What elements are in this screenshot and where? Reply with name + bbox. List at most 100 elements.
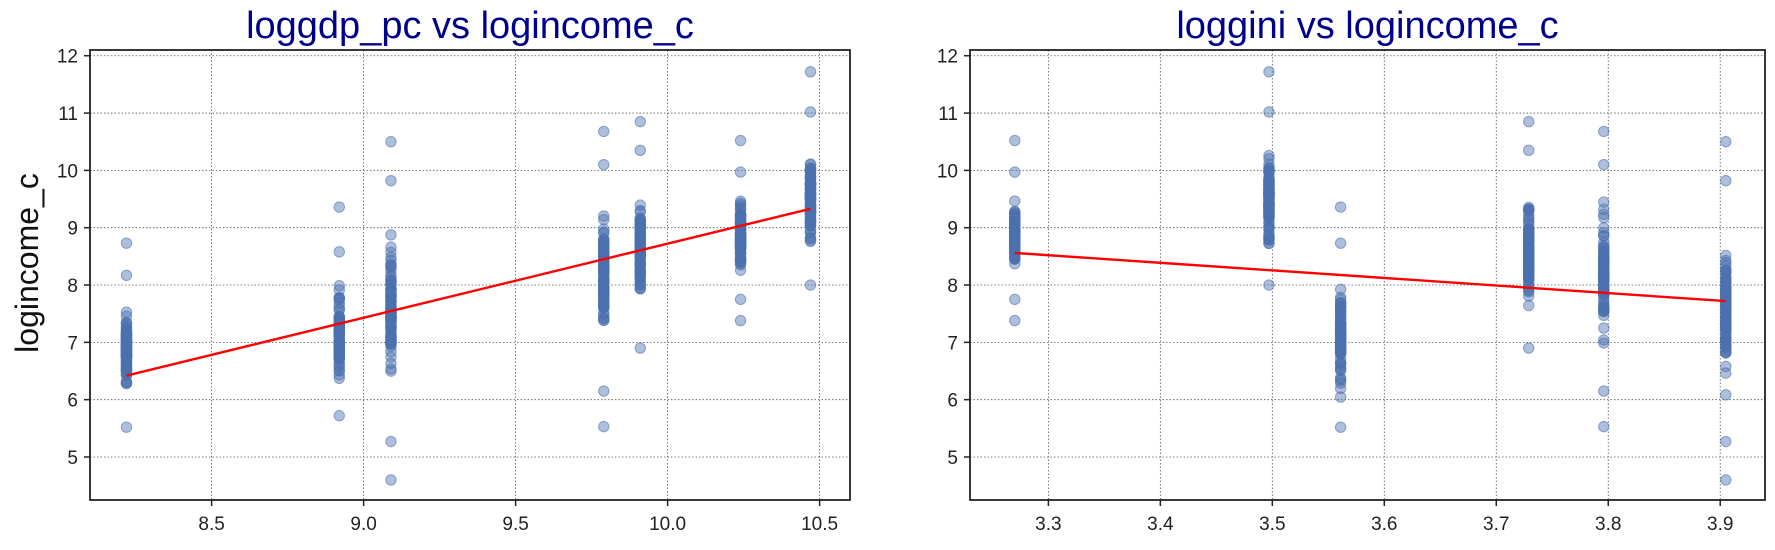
y-tick-label: 12 [57,47,78,68]
data-point [333,246,345,258]
data-point [634,342,646,354]
data-point [1009,216,1021,229]
data-point [385,254,397,267]
data-point [1523,268,1535,280]
data-point [734,314,747,327]
data-point [1598,196,1610,208]
data-point [120,352,133,364]
data-point [385,175,397,187]
x-tick-label: 9.0 [350,514,376,535]
y-tick-label: 11 [938,104,958,125]
data-point [1334,421,1347,433]
data-point [1009,293,1021,306]
data-point [1263,208,1275,221]
data-point [1720,367,1732,379]
data-point [120,330,133,342]
data-point [734,257,747,270]
chart-panel-1: 8.5 9.0 9.5 10.0 10.5 5 6 7 8 9 10 11 12 loggdp_pc vs… [9,5,851,535]
data-point [634,144,646,157]
data-point [598,385,610,397]
plot-frame [969,49,1766,501]
data-point [120,310,133,322]
data-point [1523,214,1535,226]
data-point [598,226,610,238]
data-point [333,292,345,304]
data-point [804,232,817,244]
data-point [1598,322,1610,334]
x-tick-label: 9.5 [502,514,528,535]
data-point [734,236,747,249]
data-point [1263,221,1275,233]
data-point [1334,283,1347,296]
data-point [1009,195,1021,207]
data-point [1523,218,1535,231]
data-point [804,196,817,209]
data-point [385,136,397,148]
data-point [598,125,610,138]
data-point [385,435,397,448]
data-point [1720,474,1732,486]
x-tick-label: 3.8 [1595,514,1621,535]
y-tick-label: 9 [67,219,78,240]
x-tick-label: 3.7 [1483,514,1509,535]
data-point [1598,125,1610,138]
data-point [333,372,345,385]
data-point [1720,290,1732,303]
data-point [1720,316,1732,328]
data-point [1523,234,1535,247]
data-point [634,115,646,128]
chart-panel-2: 3.3 3.4 3.5 3.6 3.7 3.8 3.9 5 6 7 8 9 10 11 12 loggini … [937,5,1766,535]
data-point [804,192,817,204]
data-point [1523,264,1535,277]
data-point [804,186,817,198]
data-point [1720,389,1732,401]
data-point [1720,136,1732,148]
data-point [1263,106,1275,118]
data-point [333,339,345,351]
data-point [804,106,817,118]
data-point [598,223,610,235]
data-point [1598,337,1610,349]
data-point [385,351,397,363]
data-point [598,267,610,279]
data-point [1009,166,1021,178]
data-point [1263,149,1275,162]
x-tick-label: 10.0 [649,514,686,535]
data-point [1334,319,1347,331]
data-point [385,290,397,303]
data-point [1720,322,1732,335]
data-point [333,361,345,373]
data-point [1263,193,1275,205]
data-point [385,474,397,486]
data-point [1523,226,1535,239]
data-point [804,178,817,190]
data-point [1720,435,1732,448]
data-point [385,241,397,253]
data-point [1598,305,1610,317]
chart-title: loggini vs logincome_c [1176,5,1558,47]
x-tick-label: 3.9 [1707,514,1733,535]
data-point [120,347,133,360]
data-point [804,217,817,230]
data-point [1523,209,1535,222]
x-tick-label: 3.4 [1147,514,1174,535]
y-tick-label: 8 [947,276,958,297]
data-point [1523,115,1535,128]
y-axis-label: logincome_c [9,173,45,353]
data-point [1263,279,1275,291]
scatter-points [1009,66,1732,486]
data-point [1334,391,1347,403]
data-point [598,210,610,222]
chart-title: loggdp_pc vs logincome_c [246,5,694,47]
data-point [1598,385,1610,397]
data-point [734,229,747,241]
data-point [1523,240,1535,253]
data-point [120,269,133,281]
data-point [333,304,345,316]
data-point [804,235,817,248]
data-point [1598,208,1610,221]
data-point [598,243,610,255]
data-point [598,420,610,433]
data-point [1720,340,1732,353]
